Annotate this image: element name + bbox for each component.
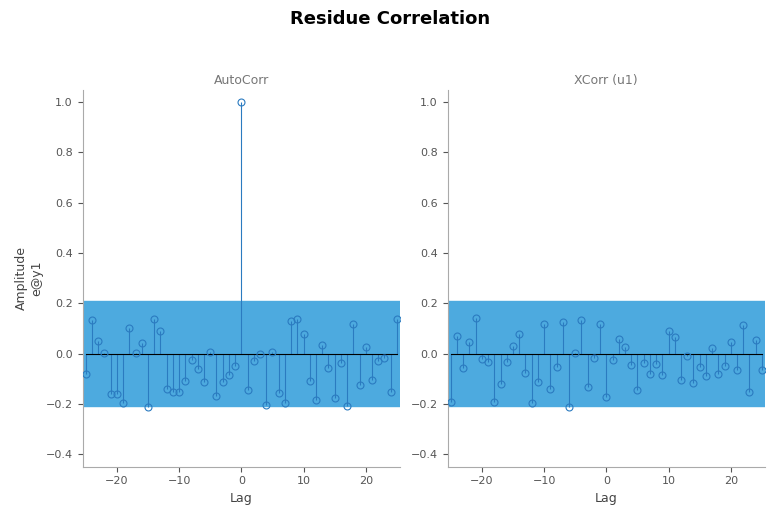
Bar (83, 301, 400, 406)
X-axis label: Lag: Lag (595, 492, 618, 505)
X-axis label: Lag: Lag (230, 492, 253, 505)
Title: XCorr (u1): XCorr (u1) (575, 74, 638, 87)
Text: Residue Correlation: Residue Correlation (290, 10, 490, 29)
Title: AutoCorr: AutoCorr (214, 74, 269, 87)
Y-axis label: Amplitude
e@y1: Amplitude e@y1 (15, 246, 43, 310)
Bar (448, 301, 765, 406)
